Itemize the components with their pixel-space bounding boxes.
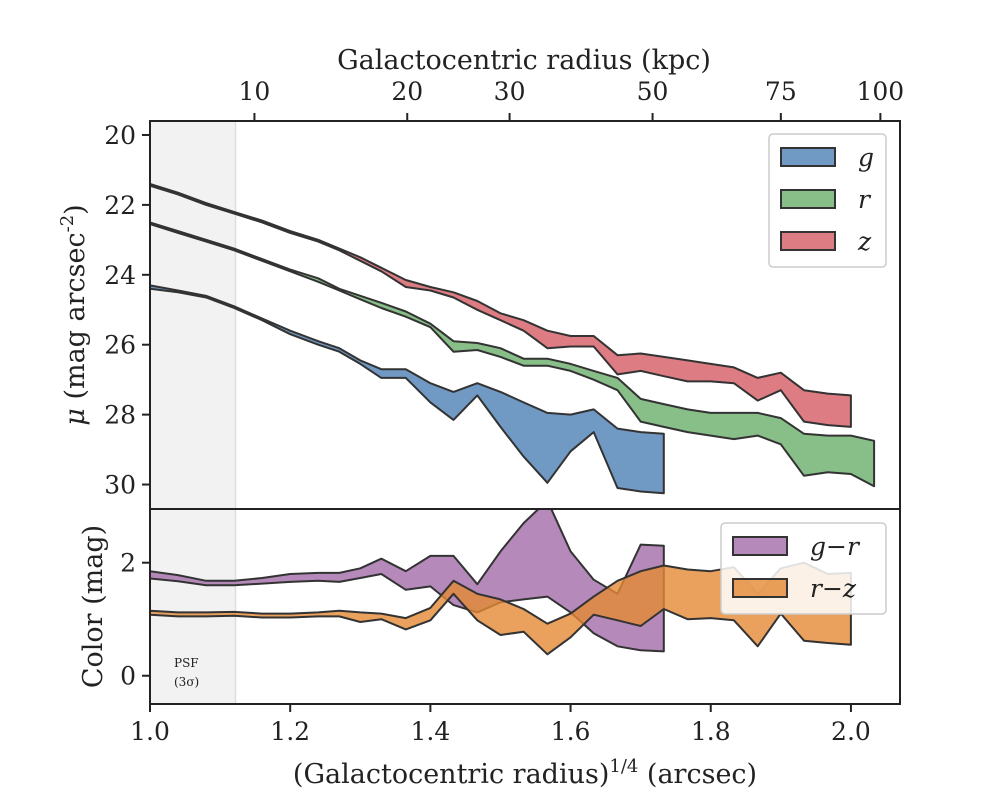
kpc-tick-label-1: 20 (391, 77, 423, 106)
kpc-tick-label-3: 50 (637, 77, 669, 106)
x-tick-label-2: 1.4 (410, 717, 450, 746)
mu-tick-label-4: 28 (104, 401, 136, 430)
mu-axis-label: μ (mag arcsec-2) (57, 204, 91, 425)
psf-label: PSF (174, 656, 199, 670)
kpc-tick-label-5: 100 (857, 77, 905, 106)
legend-label-z: z (857, 227, 872, 256)
legend-swatch-r-z (732, 578, 788, 598)
band-r (150, 221, 876, 488)
psf-sigma-label: (3σ) (174, 675, 199, 689)
mu-tick-label-2: 24 (104, 261, 136, 290)
kpc-axis-label: Galactocentric radius (kpc) (337, 45, 711, 76)
x-axis-label: (Galactocentric radius)1/4 (arcsec) (293, 756, 757, 790)
band-r-z-color (150, 561, 852, 656)
x-tick-label-3: 1.6 (551, 717, 591, 746)
x-tick-label-4: 1.8 (691, 717, 731, 746)
legend-label-g: g (858, 143, 874, 172)
color-tick-label-1: 2 (120, 549, 136, 578)
bottom-panel-frame (149, 508, 901, 705)
band-g (150, 284, 665, 495)
kpc-tick-label-0: 10 (239, 77, 271, 106)
legend-label-r: r (858, 185, 872, 214)
legend-swatch-g-r (732, 536, 788, 556)
color-tick-label-0: 0 (120, 662, 136, 691)
legend-swatch-z (780, 231, 836, 251)
legend-label-r-z: r−z (810, 574, 857, 603)
kpc-tick-label-4: 75 (765, 77, 797, 106)
x-tick-label-1: 1.2 (270, 717, 310, 746)
x-tick-label-5: 2.0 (831, 717, 871, 746)
band-z (150, 182, 852, 428)
legend-swatch-r (780, 189, 836, 209)
color-axis-label: Color (mag) (78, 525, 109, 688)
mu-tick-label-0: 20 (104, 121, 136, 150)
band-g-r-color (150, 509, 665, 653)
legend-label-g-r: g−r (810, 532, 861, 561)
mu-tick-label-5: 30 (104, 471, 136, 500)
psf-region-bottom (150, 509, 236, 704)
mu-tick-label-3: 26 (104, 331, 136, 360)
psf-region-top (150, 121, 236, 509)
legend-swatch-g (780, 147, 836, 167)
mu-tick-label-1: 22 (104, 191, 136, 220)
kpc-tick-label-2: 30 (494, 77, 526, 106)
x-tick-label-0: 1.0 (130, 717, 170, 746)
